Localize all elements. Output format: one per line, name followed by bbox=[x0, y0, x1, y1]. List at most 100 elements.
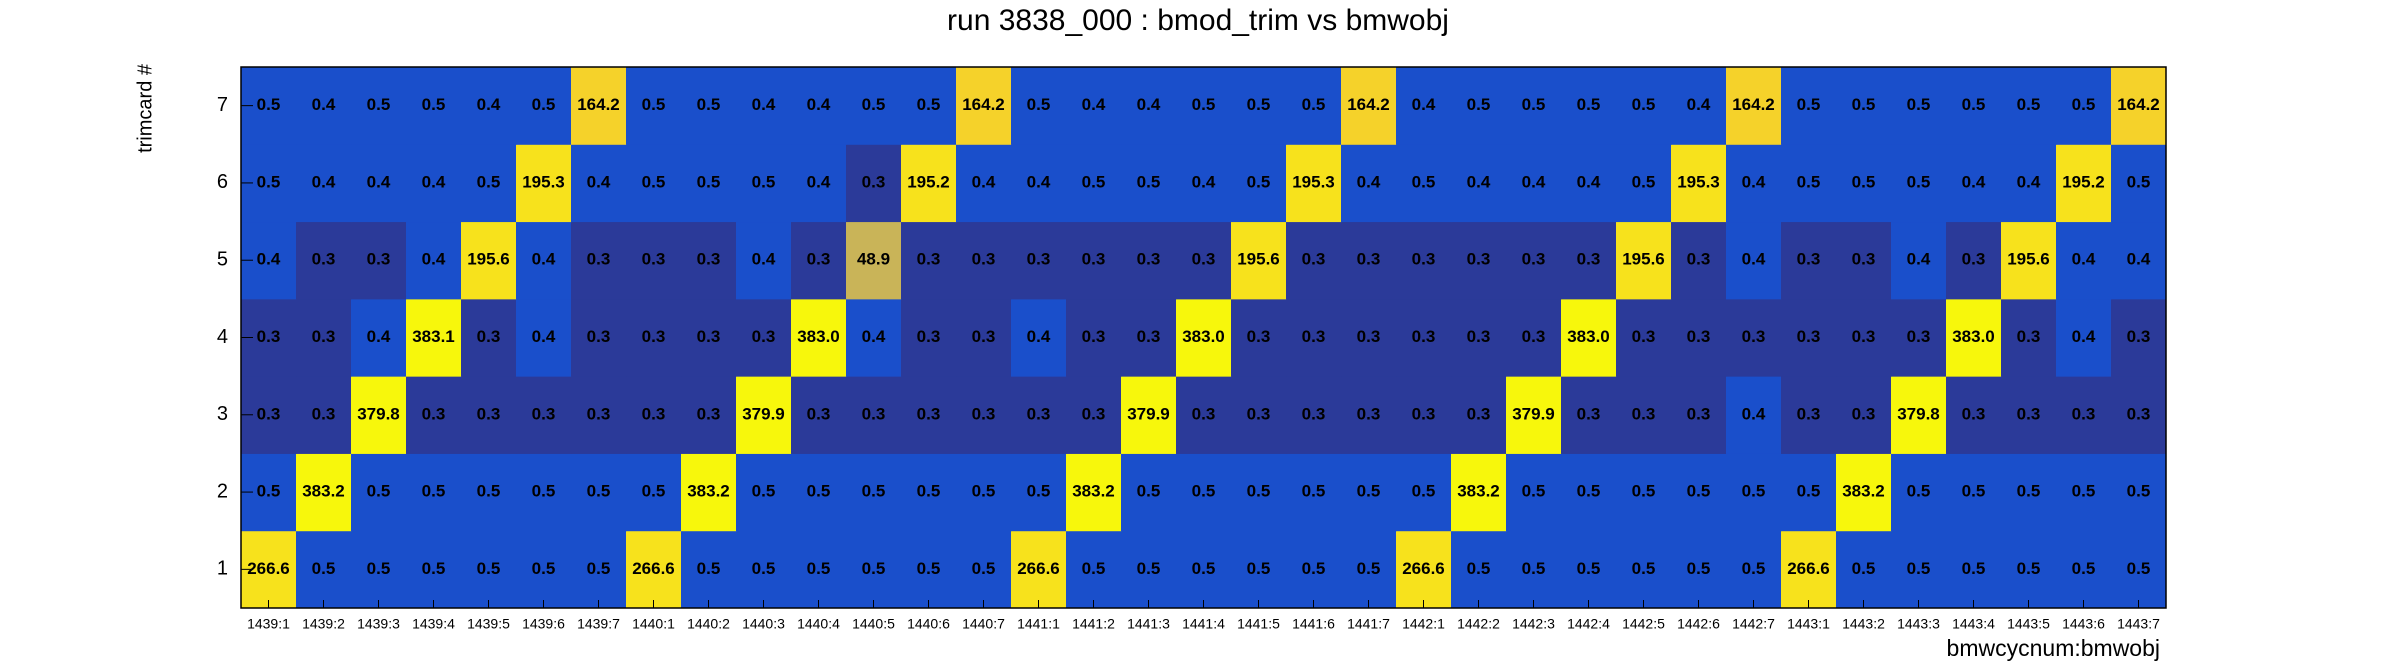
heatmap-cell bbox=[2001, 298, 2057, 377]
heatmap-cell bbox=[736, 67, 792, 145]
cell-label: 0.5 bbox=[1467, 559, 1491, 578]
cell-label: 0.5 bbox=[752, 559, 776, 578]
heatmap-cell bbox=[846, 298, 902, 377]
heatmap-cell bbox=[461, 453, 517, 532]
x-tick-label: 1443:3 bbox=[1897, 616, 1940, 632]
heatmap-cell bbox=[461, 144, 517, 223]
cell-label: 0.3 bbox=[1412, 327, 1436, 346]
heatmap-cell bbox=[461, 530, 517, 609]
cell-label: 195.6 bbox=[467, 250, 510, 269]
cell-label: 0.3 bbox=[1797, 404, 1821, 423]
cell-label: 383.2 bbox=[1842, 482, 1885, 501]
heatmap-cell bbox=[626, 376, 682, 454]
heatmap-cell bbox=[681, 67, 737, 145]
cell-label: 0.4 bbox=[1742, 250, 1766, 269]
heatmap-cell bbox=[1781, 144, 1837, 223]
cell-label: 383.0 bbox=[797, 327, 840, 346]
heatmap-cell bbox=[516, 530, 572, 609]
cell-label: 0.4 bbox=[1962, 172, 1986, 191]
cell-label: 0.5 bbox=[1302, 95, 1326, 114]
cell-label: 383.2 bbox=[1457, 482, 1500, 501]
x-tick-label: 1443:4 bbox=[1952, 616, 1995, 632]
cell-label: 0.5 bbox=[1137, 482, 1161, 501]
heatmap-cell bbox=[1946, 376, 2002, 454]
heatmap-cell bbox=[351, 376, 407, 454]
heatmap-cell bbox=[351, 530, 407, 609]
heatmap-cell bbox=[571, 67, 627, 145]
heatmap-cell bbox=[681, 298, 737, 377]
heatmap-cell bbox=[1671, 67, 1727, 145]
heatmap-cell bbox=[571, 221, 627, 300]
heatmap-cell bbox=[681, 144, 737, 223]
heatmap-cell bbox=[406, 298, 462, 377]
cell-label: 195.3 bbox=[522, 172, 565, 191]
cell-label: 0.3 bbox=[532, 404, 556, 423]
cell-label: 0.4 bbox=[532, 327, 556, 346]
cell-label: 0.5 bbox=[1852, 559, 1876, 578]
cell-label: 0.4 bbox=[752, 250, 776, 269]
heatmap-cell bbox=[1451, 453, 1507, 532]
heatmap-cell bbox=[1011, 376, 1067, 454]
cell-label: 0.3 bbox=[1082, 250, 1106, 269]
cell-label: 266.6 bbox=[247, 559, 290, 578]
heatmap-cell bbox=[1286, 530, 1342, 609]
heatmap-cell bbox=[626, 67, 682, 145]
heatmap-cell bbox=[1616, 376, 1672, 454]
cell-label: 0.4 bbox=[1137, 95, 1161, 114]
cell-label: 0.5 bbox=[862, 95, 886, 114]
heatmap-cell bbox=[1616, 221, 1672, 300]
heatmap-cell bbox=[2056, 144, 2112, 223]
cell-label: 0.3 bbox=[1577, 250, 1601, 269]
cell-label: 195.3 bbox=[1677, 172, 1720, 191]
x-tick-label: 1443:1 bbox=[1787, 616, 1830, 632]
cell-label: 0.4 bbox=[1742, 172, 1766, 191]
x-tick-label: 1440:1 bbox=[632, 616, 675, 632]
cell-label: 0.5 bbox=[1467, 95, 1491, 114]
heatmap-cell bbox=[956, 144, 1012, 223]
cell-label: 0.4 bbox=[2017, 172, 2041, 191]
heatmap-cell bbox=[1616, 298, 1672, 377]
heatmap-cell bbox=[1286, 67, 1342, 145]
cell-label: 0.3 bbox=[1027, 250, 1051, 269]
cell-label: 0.3 bbox=[1082, 404, 1106, 423]
cell-label: 0.3 bbox=[587, 250, 611, 269]
cell-label: 383.0 bbox=[1567, 327, 1610, 346]
heatmap-cell bbox=[846, 67, 902, 145]
cell-label: 0.5 bbox=[917, 482, 941, 501]
heatmap-cell bbox=[1946, 298, 2002, 377]
heatmap-cell bbox=[406, 530, 462, 609]
heatmap-cell bbox=[2056, 221, 2112, 300]
heatmap-cell bbox=[2056, 67, 2112, 145]
cell-label: 0.5 bbox=[2017, 95, 2041, 114]
heatmap-cell bbox=[1286, 298, 1342, 377]
heatmap-cell bbox=[1561, 298, 1617, 377]
heatmap-cell bbox=[1231, 221, 1287, 300]
heatmap-cell bbox=[1341, 144, 1397, 223]
heatmap-cell bbox=[791, 298, 847, 377]
heatmap-cell bbox=[846, 376, 902, 454]
heatmap-cell bbox=[571, 376, 627, 454]
cell-label: 0.4 bbox=[807, 172, 831, 191]
cell-label: 0.3 bbox=[1247, 327, 1271, 346]
cell-label: 0.5 bbox=[477, 172, 501, 191]
cell-label: 0.4 bbox=[862, 327, 886, 346]
heatmap-cell bbox=[1396, 453, 1452, 532]
heatmap-cell bbox=[1891, 530, 1947, 609]
cell-label: 0.5 bbox=[367, 95, 391, 114]
cell-label: 0.5 bbox=[367, 559, 391, 578]
heatmap-cell bbox=[1946, 144, 2002, 223]
cell-label: 0.5 bbox=[1302, 559, 1326, 578]
cell-label: 0.3 bbox=[1192, 404, 1216, 423]
cell-label: 164.2 bbox=[1347, 95, 1390, 114]
cell-label: 195.6 bbox=[1237, 250, 1280, 269]
cell-label: 0.5 bbox=[1907, 95, 1931, 114]
x-tick-label: 1439:7 bbox=[577, 616, 620, 632]
cell-label: 0.3 bbox=[1687, 250, 1711, 269]
y-tick-label: 2 bbox=[217, 480, 228, 502]
cell-label: 0.5 bbox=[1687, 482, 1711, 501]
cell-label: 0.3 bbox=[697, 250, 721, 269]
heatmap-cell bbox=[1011, 453, 1067, 532]
cell-label: 0.5 bbox=[697, 95, 721, 114]
cell-label: 0.3 bbox=[807, 404, 831, 423]
cell-label: 0.4 bbox=[2072, 250, 2096, 269]
